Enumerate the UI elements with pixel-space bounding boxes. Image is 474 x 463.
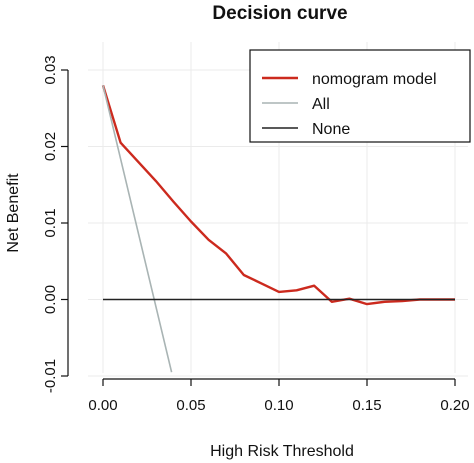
axes: 0.00 0.05 0.10 0.15 0.20 -0.01 0.00 0.01 0.02 0.0…	[42, 55, 470, 414]
legend-label: None	[312, 121, 350, 138]
x-tick-label: 0.15	[352, 397, 381, 414]
y-tick-label: 0.03	[42, 55, 59, 84]
x-tick-label: 0.05	[176, 397, 205, 414]
series-lines	[101, 84, 455, 373]
y-tick-label: -0.01	[42, 359, 59, 393]
legend-box	[249, 49, 471, 143]
legend-label: All	[312, 96, 330, 113]
legend: nomogram model All None	[249, 49, 471, 143]
x-axis-title: High Risk Threshold	[210, 443, 354, 460]
chart-title: Decision curve	[212, 3, 347, 24]
x-tick-label: 0.00	[88, 397, 117, 414]
y-tick-label: 0.00	[42, 285, 59, 314]
y-tick-label: 0.01	[42, 208, 59, 237]
y-tick-label: 0.02	[42, 132, 59, 161]
x-tick-label: 0.10	[264, 397, 293, 414]
legend-label: nomogram model	[312, 71, 437, 88]
x-tick-label: 0.20	[440, 397, 469, 414]
series-line-all	[102, 85, 173, 373]
y-axis-title: Net Benefit	[5, 173, 22, 253]
series-line-nomogram-model	[101, 84, 455, 306]
